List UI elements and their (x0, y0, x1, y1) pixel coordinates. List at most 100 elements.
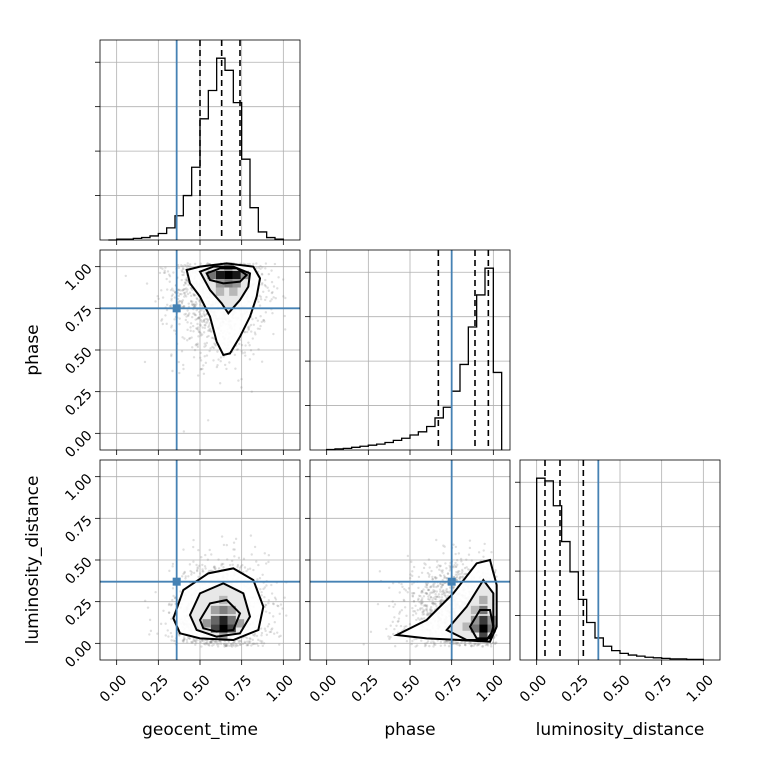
sample-point (191, 300, 194, 303)
sample-point (489, 645, 493, 648)
sample-point (158, 271, 162, 275)
sample-point (169, 631, 173, 635)
sample-point (438, 568, 441, 571)
sample-point (163, 269, 166, 272)
sample-point (429, 605, 433, 609)
sample-point (420, 617, 423, 620)
sample-point (259, 264, 262, 268)
sample-point (231, 641, 235, 644)
sample-point (241, 352, 244, 355)
sample-point (489, 643, 493, 646)
sample-point (192, 303, 196, 306)
sample-point (177, 264, 180, 267)
sample-point (178, 292, 182, 296)
sample-point (237, 379, 240, 382)
sample-point (267, 599, 271, 602)
sample-point (188, 291, 192, 294)
sample-point (212, 643, 215, 646)
sample-point (437, 593, 441, 596)
sample-point (184, 282, 187, 285)
sample-point (171, 369, 174, 373)
sample-point (412, 610, 415, 613)
sample-point (461, 575, 464, 578)
sample-point (452, 585, 456, 588)
sample-point (433, 597, 437, 601)
sample-point (186, 262, 189, 265)
sample-point (197, 316, 200, 320)
sample-point (198, 564, 201, 567)
sample-point (194, 318, 197, 321)
sample-point (183, 313, 186, 316)
sample-point (231, 563, 234, 567)
sample-point (442, 574, 446, 577)
sample-point (224, 644, 228, 647)
sample-point (160, 318, 164, 321)
sample-point (399, 624, 403, 628)
sample-point (261, 266, 264, 269)
density-cell (227, 605, 236, 615)
sample-point (202, 319, 206, 322)
sample-point (362, 643, 365, 646)
sample-point (452, 566, 455, 569)
sample-point (171, 587, 175, 590)
sample-point (216, 640, 219, 644)
sample-point (185, 290, 188, 293)
sample-point (432, 583, 435, 586)
sample-point (185, 279, 189, 283)
sample-point (264, 603, 267, 607)
y-tick-label: 1.00 (62, 261, 95, 294)
sample-point (249, 349, 253, 352)
sample-point (156, 632, 159, 635)
sample-point (240, 350, 243, 353)
sample-point (428, 573, 431, 576)
sample-point (401, 585, 404, 589)
sample-point (463, 566, 467, 570)
sample-point (166, 629, 169, 632)
sample-point (169, 604, 173, 607)
sample-point (168, 275, 172, 278)
sample-point (249, 637, 252, 641)
sample-point (238, 639, 242, 643)
sample-point (189, 569, 192, 573)
sample-point (393, 603, 397, 606)
sample-point (194, 294, 197, 297)
sample-point (195, 317, 199, 321)
sample-point (439, 590, 442, 593)
sample-point (447, 644, 451, 648)
sample-point (274, 297, 277, 300)
sample-point (191, 640, 195, 643)
sample-point (181, 289, 184, 292)
sample-point (194, 304, 197, 307)
sample-point (411, 613, 415, 617)
sample-point (209, 640, 212, 644)
sample-point (435, 560, 439, 563)
sample-point (431, 598, 434, 602)
sample-point (443, 640, 446, 644)
sample-point (169, 288, 173, 292)
x-tick-label: 0.00 (97, 672, 130, 705)
sample-point (202, 331, 206, 334)
sample-point (206, 262, 209, 265)
sample-point (181, 288, 185, 292)
sample-point (209, 640, 212, 643)
sample-point (418, 618, 421, 621)
sample-point (209, 641, 213, 644)
sample-point (388, 586, 391, 590)
x-tick-label: 0.75 (642, 672, 675, 705)
x-tick-label: 0.75 (432, 672, 465, 705)
sample-point (185, 640, 189, 644)
sample-point (273, 596, 277, 599)
sample-point (270, 291, 274, 295)
sample-point (463, 643, 467, 647)
sample-point (182, 273, 185, 277)
sample-point (190, 640, 193, 644)
sample-point (410, 560, 413, 564)
sample-point (369, 630, 373, 634)
sample-point (441, 569, 444, 572)
sample-point (248, 262, 251, 266)
sample-point (172, 329, 176, 332)
sample-point (246, 643, 249, 647)
sample-point (201, 367, 204, 371)
sample-point (440, 593, 444, 596)
sample-point (435, 604, 438, 608)
